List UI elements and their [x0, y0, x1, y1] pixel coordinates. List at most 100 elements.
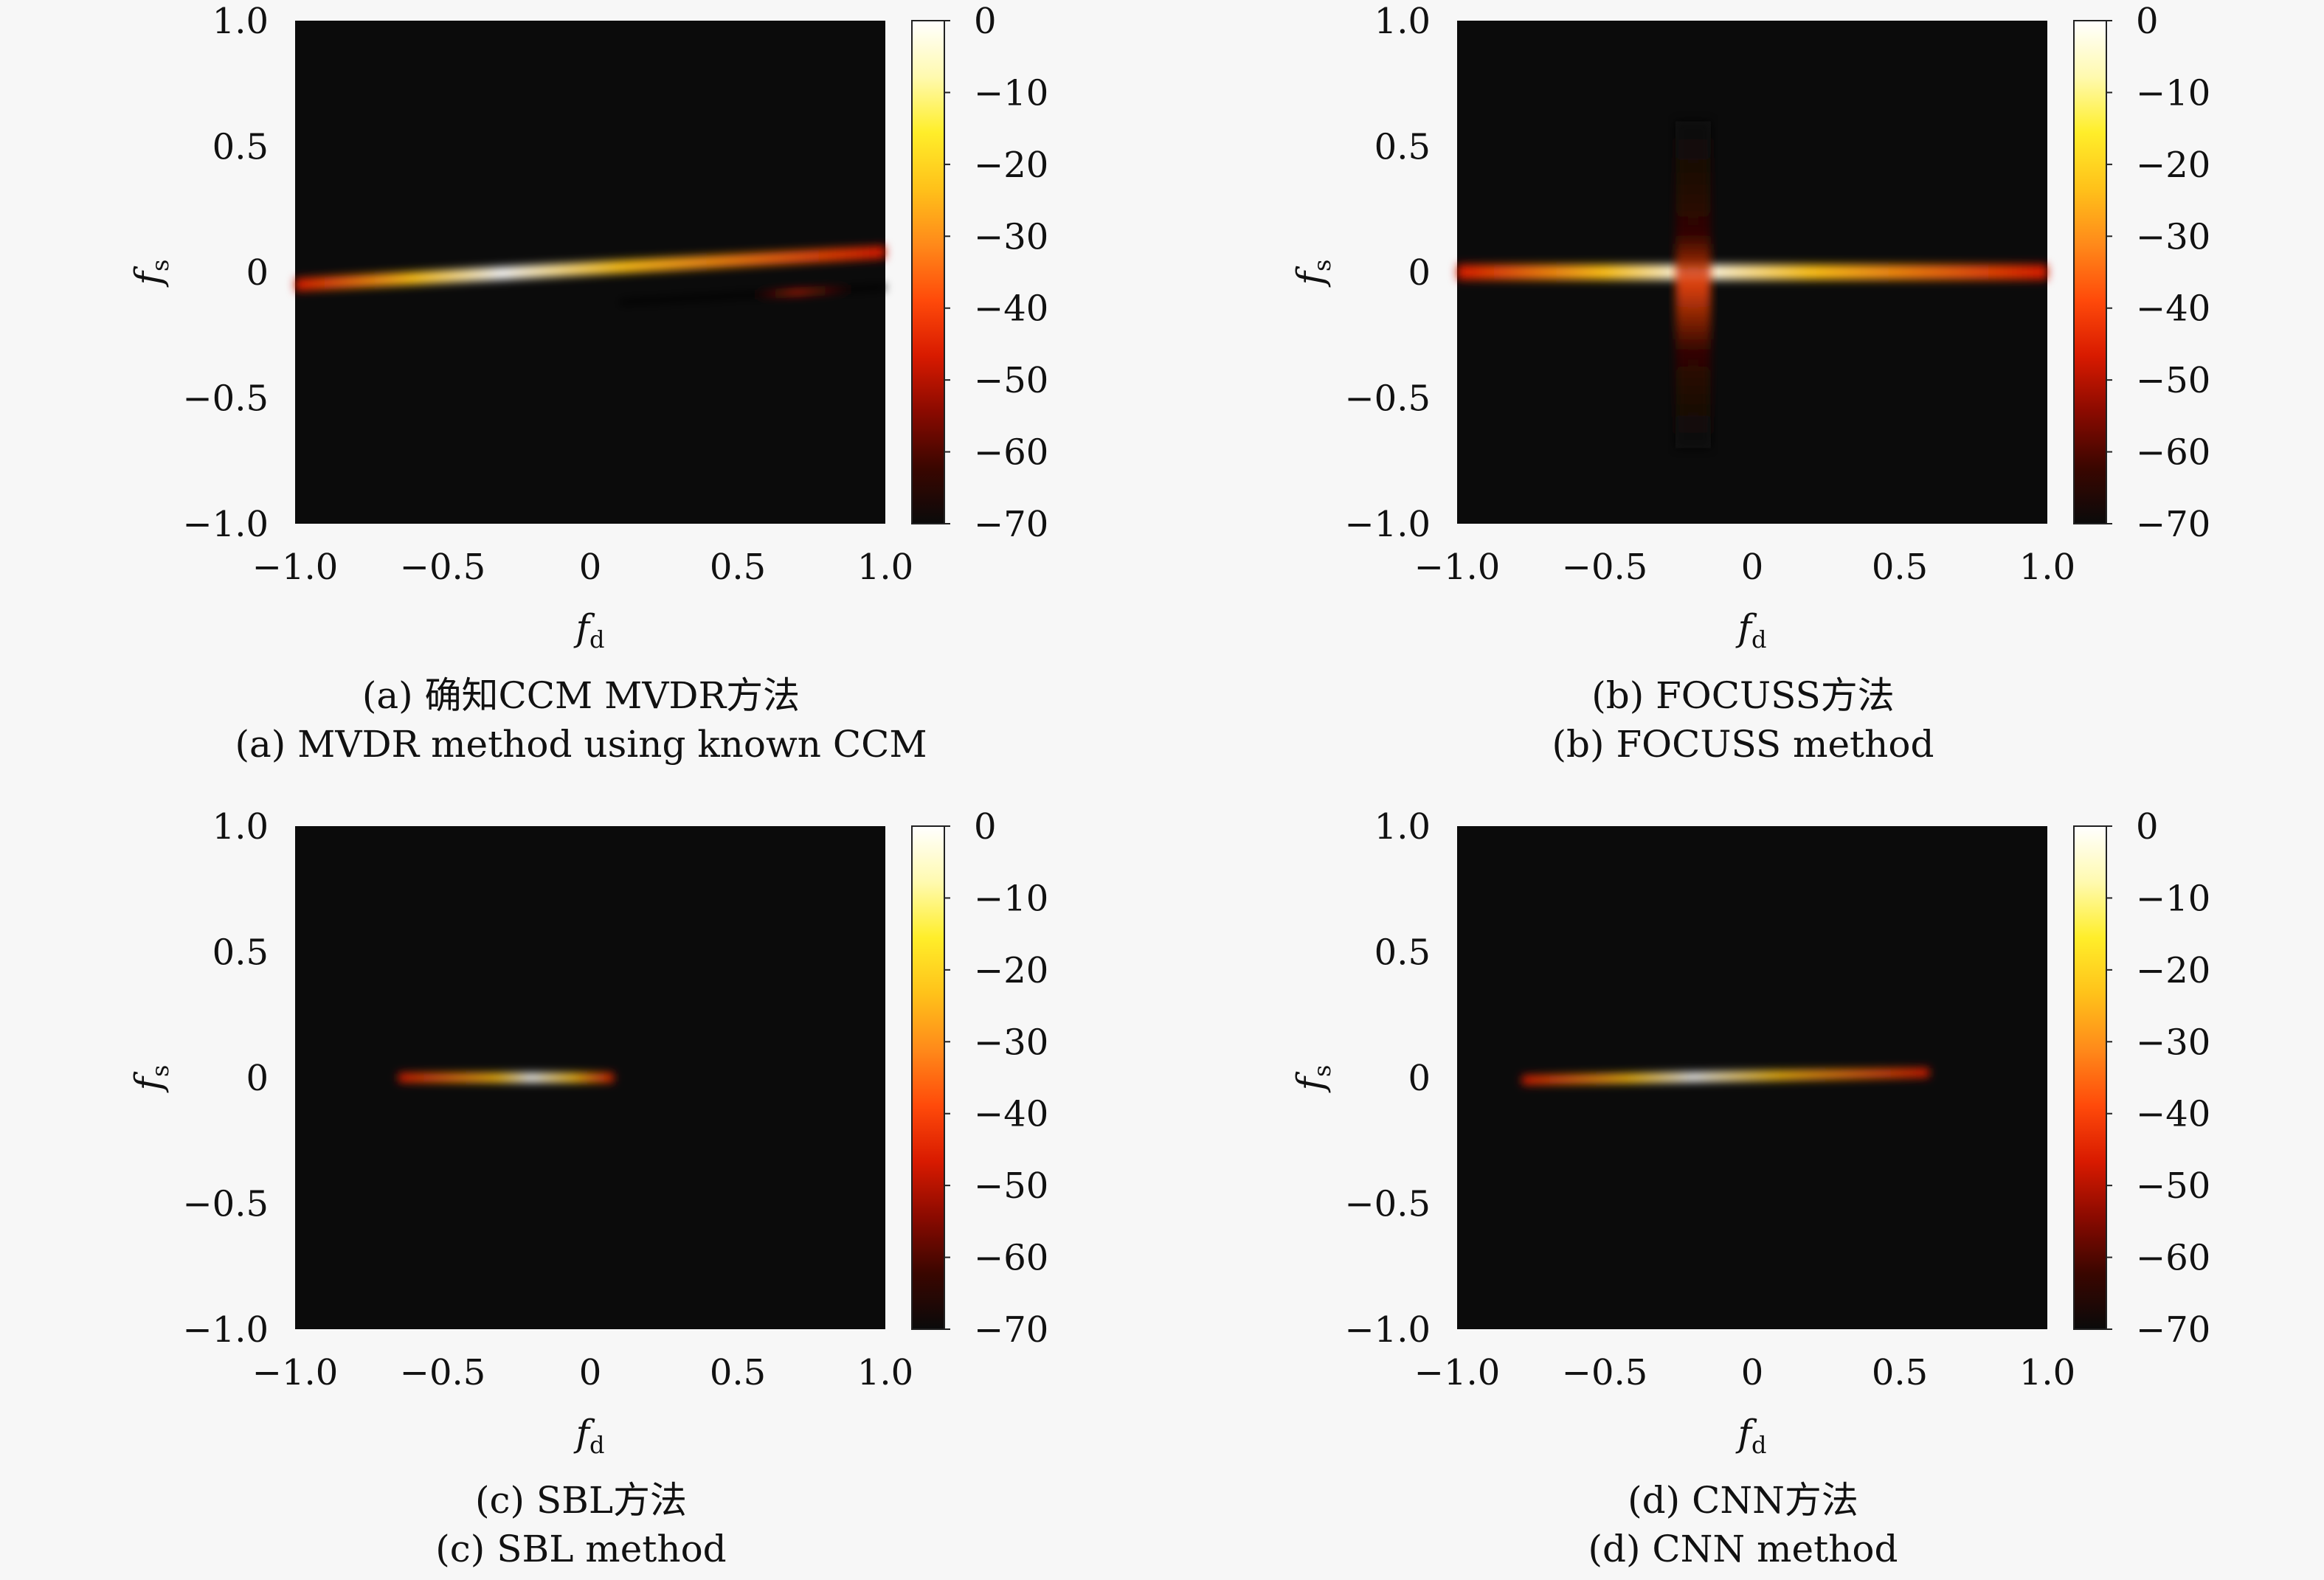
colorbar-tick-label: −60 [974, 432, 1048, 474]
heatmap-ridge [295, 246, 885, 291]
x-tick-label: −0.5 [400, 1352, 486, 1393]
colorbar-tick-label: 0 [2136, 1, 2159, 42]
colorbar-gradient [2073, 20, 2107, 524]
x-tick-label: 0.5 [1872, 547, 1928, 588]
y-tick-label: −1.0 [182, 504, 269, 545]
y-tick-label: 0 [246, 1058, 269, 1099]
colorbar-gradient [2073, 825, 2107, 1330]
x-tick-label: 0.5 [710, 547, 766, 588]
caption-en: (b) FOCUSS method [1552, 723, 1934, 766]
y-tick-label: −0.5 [182, 1184, 269, 1225]
y-tick-label: −1.0 [1344, 504, 1431, 545]
x-tick-label: −0.5 [1562, 547, 1648, 588]
y-tick-label: 0 [246, 252, 269, 294]
colorbar-tick-label: −60 [2136, 432, 2210, 474]
chart-b-svg: 0 −10 −20 −30 −40 −50 −60 −70 −1.0 −0.5 0 0.5 1.0 1.… [1289, 1, 2210, 654]
colorbar-gradient [911, 20, 945, 524]
y-tick-label: 1.0 [212, 1, 269, 42]
caption-cn: (a) 确知CCM MVDR方法 [362, 674, 800, 717]
chart-panel-c: 0 −10 −20 −30 −40 −50 −60 −70 −1.0 −0.5 0 0.5 1.0 1.… [0, 790, 1162, 1580]
colorbar: 0 −10 −20 −30 −40 −50 −60 −70 [911, 1, 1048, 545]
colorbar-tick-label: −30 [974, 1022, 1048, 1063]
colorbar-tick-label: 0 [2136, 806, 2159, 848]
colorbar: 0 −10 −20 −30 −40 −50 −60 −70 [2073, 1, 2210, 545]
y-tick-label: −0.5 [182, 378, 269, 420]
chart-panel-b: 0 −10 −20 −30 −40 −50 −60 −70 −1.0 −0.5 0 0.5 1.0 1.… [1162, 0, 2324, 790]
colorbar-tick-label: −30 [2136, 216, 2210, 257]
y-tick-label: 0 [1408, 252, 1431, 294]
y-tick-label: 0.5 [212, 127, 269, 168]
x-tick-label: 0.5 [710, 1352, 766, 1393]
caption-en: (c) SBL method [435, 1528, 727, 1570]
colorbar-tick-label: −10 [2136, 878, 2210, 919]
colorbar-tick-label: −10 [974, 878, 1048, 919]
chart-a-svg: 0 −10 −20 −30 −40 −50 −60 −70 −1.0 −0.5 0 0.5 1.0 1.… [127, 1, 1048, 654]
heatmap-features [295, 246, 885, 305]
x-tick-label: −1.0 [252, 1352, 339, 1393]
x-tick-label: 1.0 [2019, 547, 2075, 588]
y-axis-label: fs [1289, 1065, 1336, 1094]
caption-en: (d) CNN method [1588, 1528, 1898, 1570]
colorbar-tick-label: −20 [2136, 950, 2210, 991]
chart-d-svg: 0 −10 −20 −30 −40 −50 −60 −70 −1.0 −0.5 0 0.5 1.0 1.… [1289, 806, 2210, 1454]
x-tick-label: 1.0 [2019, 1352, 2075, 1393]
y-tick-label: 0.5 [1374, 932, 1431, 974]
x-tick-label: 0 [1741, 1352, 1764, 1393]
colorbar-tick-label: −40 [2136, 288, 2210, 330]
colorbar: 0 −10 −20 −30 −40 −50 −60 −70 [2073, 806, 2210, 1351]
x-axis-label: fd [1735, 1412, 1767, 1454]
y-tick-label: −0.5 [1344, 1184, 1431, 1225]
caption-en: (a) MVDR method using known CCM [235, 723, 927, 766]
colorbar-tick-label: −70 [974, 504, 1048, 545]
x-tick-label: 0.5 [1872, 1352, 1928, 1393]
x-tick-label: −0.5 [400, 547, 486, 588]
colorbar-tick-label: −40 [974, 288, 1048, 330]
x-tick-label: 0 [579, 547, 602, 588]
x-tick-label: 0 [1741, 547, 1764, 588]
colorbar-tick-label: −70 [2136, 1309, 2210, 1351]
colorbar-tick-label: −40 [2136, 1094, 2210, 1135]
x-tick-label: −1.0 [1414, 547, 1501, 588]
y-axis-label: fs [127, 1065, 174, 1094]
axes: −1.0 −0.5 0 0.5 1.0 1.0 0.5 0 −0.5 −1.0 fd fs [1289, 1, 2075, 654]
x-tick-label: −1.0 [252, 547, 339, 588]
colorbar-tick-label: −40 [974, 1094, 1048, 1135]
heatmap-ridge [1522, 1068, 1929, 1085]
heatmap-ridge [620, 285, 885, 305]
y-tick-label: 1.0 [1374, 1, 1431, 42]
y-tick-label: 0.5 [212, 932, 269, 974]
colorbar-tick-label: −70 [2136, 504, 2210, 545]
x-tick-label: 1.0 [857, 547, 913, 588]
chart-panel-d: 0 −10 −20 −30 −40 −50 −60 −70 −1.0 −0.5 0 0.5 1.0 1.… [1162, 790, 2324, 1580]
colorbar-tick-label: −50 [2136, 1165, 2210, 1207]
colorbar-tick-label: −10 [974, 72, 1048, 114]
caption-cn: (d) CNN方法 [1628, 1479, 1858, 1522]
chart-c-svg: 0 −10 −20 −30 −40 −50 −60 −70 −1.0 −0.5 0 0.5 1.0 1.… [127, 806, 1048, 1454]
y-tick-label: −1.0 [182, 1309, 269, 1351]
y-tick-label: 0.5 [1374, 127, 1431, 168]
y-tick-label: 0 [1408, 1058, 1431, 1099]
chart-panel-a: 0 −10 −20 −30 −40 −50 −60 −70 −1.0 −0.5 0 0.5 1.0 1.… [0, 0, 1162, 790]
y-tick-label: 1.0 [212, 806, 269, 848]
colorbar-tick-label: −20 [2136, 145, 2210, 186]
colorbar-tick-label: −50 [974, 360, 1048, 401]
x-axis-label: fd [573, 1412, 605, 1454]
colorbar-tick-label: −30 [2136, 1022, 2210, 1063]
y-axis-label: fs [1289, 260, 1336, 288]
colorbar-tick-label: 0 [974, 1, 997, 42]
heatmap-features [1457, 121, 2047, 448]
heatmap-features [1522, 1068, 1929, 1085]
heatmap-features [398, 1073, 614, 1083]
colorbar-gradient [911, 825, 945, 1330]
heatmap-ridge [398, 1073, 614, 1083]
colorbar-tick-label: −50 [974, 1165, 1048, 1207]
heatmap-ridge [1457, 264, 2047, 280]
caption-cn: (c) SBL方法 [474, 1479, 688, 1522]
axes: −1.0 −0.5 0 0.5 1.0 1.0 0.5 0 −0.5 −1.0 fd fs [127, 806, 913, 1454]
x-axis-label: fd [1735, 606, 1767, 654]
x-axis-label: fd [573, 606, 605, 654]
colorbar-tick-label: −20 [974, 950, 1048, 991]
x-tick-label: −1.0 [1414, 1352, 1501, 1393]
y-tick-label: −1.0 [1344, 1309, 1431, 1351]
y-tick-label: −0.5 [1344, 378, 1431, 420]
